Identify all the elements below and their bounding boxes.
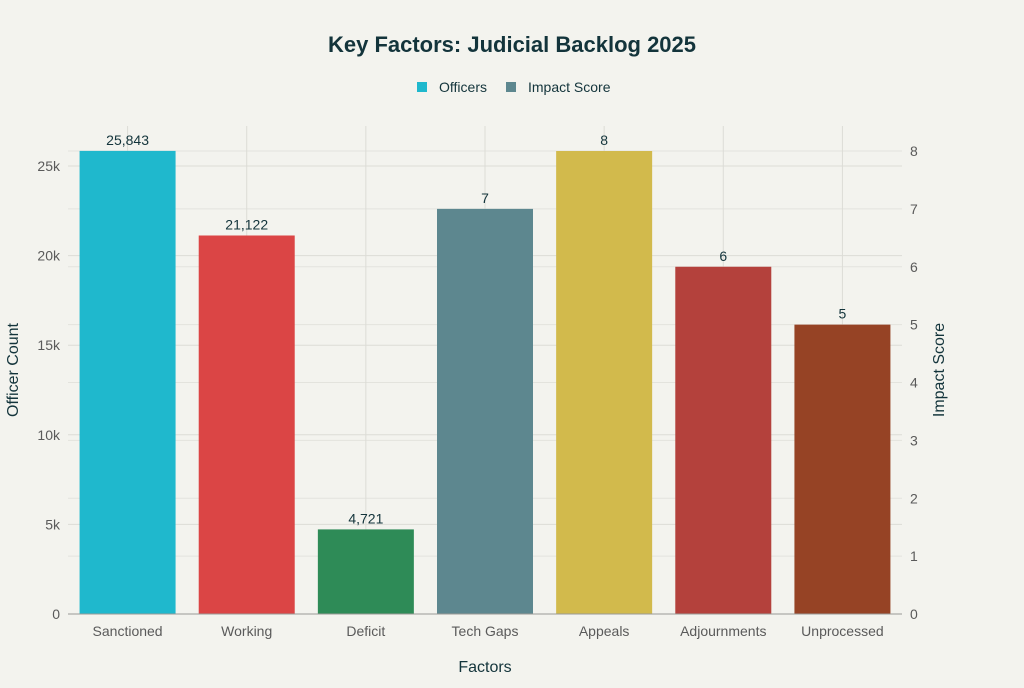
y2-tick-label: 8: [910, 143, 918, 159]
bar-appeals[interactable]: [556, 151, 653, 614]
y-tick-label: 5k: [45, 516, 61, 532]
bar-value-label: 25,843: [106, 132, 149, 148]
y2-tick-label: 5: [910, 317, 918, 333]
y-tick-label: 10k: [37, 427, 61, 443]
x-axis-title: Factors: [458, 659, 511, 676]
y2-tick-label: 4: [910, 375, 918, 391]
legend: Officers Impact Score: [417, 79, 611, 95]
y2-tick-label: 0: [910, 606, 918, 622]
y-axis-title: Officer Count: [5, 322, 22, 417]
y2-tick-label: 3: [910, 432, 918, 448]
x-tick-label: Working: [221, 623, 272, 639]
bar-tech-gaps[interactable]: [437, 208, 533, 614]
bar-unprocessed[interactable]: [794, 324, 891, 614]
bar-value-label: 4,721: [348, 510, 383, 526]
x-tick-label: Unprocessed: [801, 623, 884, 639]
bar-deficit[interactable]: [317, 529, 414, 614]
y2-tick-label: 6: [910, 259, 918, 275]
bar-adjournments[interactable]: [675, 266, 772, 614]
x-tick-label: Tech Gaps: [452, 623, 519, 639]
chart-title: Key Factors: Judicial Backlog 2025: [328, 32, 696, 57]
bar-sanctioned[interactable]: [79, 150, 176, 614]
legend-swatch-impact-score: [506, 82, 516, 92]
axes: 0 5k 10k 15k 20k 25k 0 1 2 3 4 5 6 7 8 Sanctioned Workin…: [37, 143, 918, 639]
bar-value-label: 8: [600, 132, 608, 148]
legend-label-impact-score[interactable]: Impact Score: [528, 79, 611, 95]
y-tick-label: 25k: [37, 158, 61, 174]
x-tick-label: Appeals: [579, 623, 630, 639]
bar-working[interactable]: [198, 235, 295, 614]
y-tick-label: 15k: [37, 337, 61, 353]
x-tick-label: Deficit: [346, 623, 385, 639]
y2-tick-label: 7: [910, 201, 918, 217]
bars: 25,843 21,122 4,721 7 8 6 5: [79, 132, 891, 614]
bar-value-label: 21,122: [225, 216, 268, 232]
y2-tick-label: 2: [910, 490, 918, 506]
x-tick-label: Adjournments: [680, 623, 766, 639]
y-tick-label: 20k: [37, 248, 61, 264]
x-tick-label: Sanctioned: [93, 623, 163, 639]
y-tick-label: 0: [52, 606, 60, 622]
bar-value-label: 5: [839, 306, 847, 322]
legend-label-officers[interactable]: Officers: [439, 79, 487, 95]
legend-swatch-officers: [417, 82, 427, 92]
y2-tick-label: 1: [910, 548, 918, 564]
bar-value-label: 7: [481, 190, 489, 206]
bar-value-label: 6: [719, 248, 727, 264]
y2-axis-title: Impact Score: [931, 323, 948, 417]
